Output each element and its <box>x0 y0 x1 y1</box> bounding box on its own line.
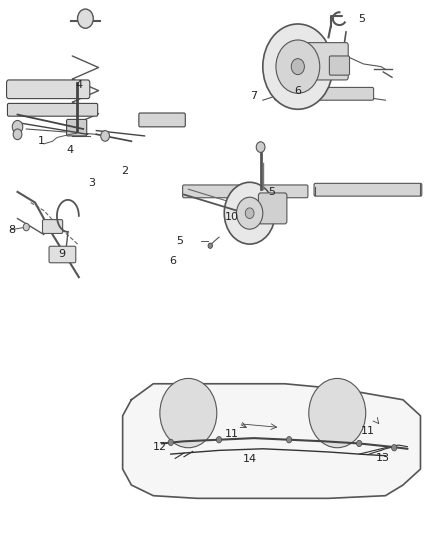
Circle shape <box>276 40 320 93</box>
Text: 5: 5 <box>176 236 183 246</box>
Text: 11: 11 <box>225 430 239 439</box>
Text: 4: 4 <box>75 80 82 90</box>
Text: 1: 1 <box>38 136 45 146</box>
Circle shape <box>23 223 29 231</box>
Circle shape <box>357 440 362 447</box>
Text: 14: 14 <box>243 455 257 464</box>
Text: 11: 11 <box>361 426 375 435</box>
FancyBboxPatch shape <box>139 113 185 127</box>
Circle shape <box>208 243 212 248</box>
Text: 4: 4 <box>67 146 74 155</box>
Polygon shape <box>123 384 420 498</box>
Text: 5: 5 <box>358 14 365 23</box>
Text: 3: 3 <box>88 178 95 188</box>
Circle shape <box>224 182 275 244</box>
Circle shape <box>286 437 292 443</box>
Circle shape <box>256 142 265 152</box>
Circle shape <box>12 120 23 133</box>
Circle shape <box>216 437 222 443</box>
Text: 12: 12 <box>153 442 167 451</box>
FancyBboxPatch shape <box>329 56 350 75</box>
Circle shape <box>263 24 333 109</box>
FancyBboxPatch shape <box>183 185 308 198</box>
Circle shape <box>309 378 366 448</box>
Text: 7: 7 <box>251 91 258 101</box>
Circle shape <box>78 9 93 28</box>
FancyBboxPatch shape <box>304 43 348 80</box>
Text: 2: 2 <box>121 166 128 175</box>
Circle shape <box>160 378 217 448</box>
FancyBboxPatch shape <box>275 87 374 100</box>
FancyBboxPatch shape <box>49 246 76 263</box>
Circle shape <box>392 445 397 451</box>
Circle shape <box>13 129 22 140</box>
Text: 5: 5 <box>268 187 275 197</box>
Circle shape <box>168 439 173 446</box>
Text: 13: 13 <box>376 454 390 463</box>
Text: 8: 8 <box>8 225 15 235</box>
Circle shape <box>101 131 110 141</box>
Text: 6: 6 <box>294 86 301 95</box>
Text: 9: 9 <box>58 249 65 259</box>
Circle shape <box>237 197 263 229</box>
FancyBboxPatch shape <box>7 80 90 99</box>
Text: 6: 6 <box>170 256 177 266</box>
Text: 10: 10 <box>225 213 239 222</box>
FancyBboxPatch shape <box>42 220 63 233</box>
FancyBboxPatch shape <box>67 119 87 136</box>
Circle shape <box>291 59 304 75</box>
FancyBboxPatch shape <box>258 193 287 224</box>
Circle shape <box>245 208 254 219</box>
FancyBboxPatch shape <box>314 183 422 196</box>
FancyBboxPatch shape <box>7 103 98 116</box>
